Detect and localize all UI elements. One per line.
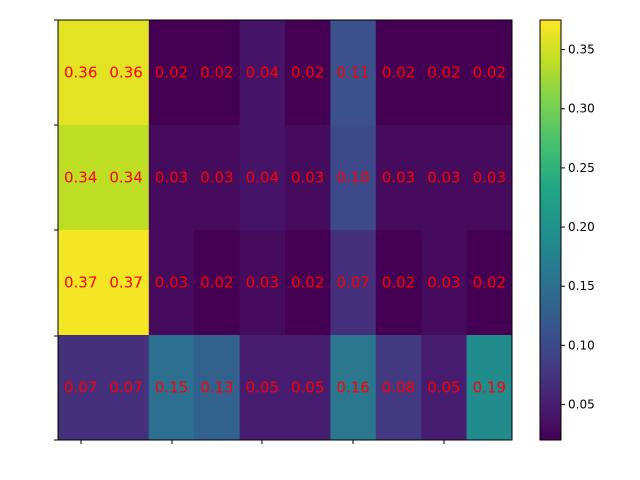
heatmap-cell (58, 230, 104, 336)
cell-value-label: 0.03 (382, 169, 415, 187)
colorbar-tick-label: 0.10 (568, 338, 595, 352)
heatmap-cell (239, 125, 286, 231)
heatmap-cell (421, 230, 468, 336)
heatmap-cell (58, 335, 104, 441)
cell-value-label: 0.11 (336, 64, 369, 82)
heatmap-cell (421, 335, 468, 441)
cell-value-label: 0.02 (473, 274, 506, 292)
heatmap-cell (103, 20, 150, 126)
cell-value-label: 0.04 (246, 169, 279, 187)
colorbar-tick-label: 0.20 (568, 220, 595, 234)
heatmap-cell (466, 230, 513, 336)
heatmap-cell (103, 230, 150, 336)
colorbar-ticks: 0.05 0.10 0.15 0.20 0.25 0.30 0.35 (561, 43, 595, 412)
cell-value-label: 0.03 (291, 169, 324, 187)
cell-value-label: 0.03 (427, 274, 460, 292)
cell-value-label: 0.02 (291, 64, 324, 82)
colorbar-tick-label: 0.25 (568, 161, 595, 175)
heatmap-cell (375, 125, 422, 231)
heatmap-cell (194, 335, 241, 441)
colorbar-tick-label: 0.35 (568, 43, 595, 57)
heatmap-cell (330, 125, 377, 231)
heatmap-cell (239, 20, 286, 126)
cell-value-label: 0.08 (382, 379, 415, 397)
heatmap-cell (58, 20, 104, 126)
cell-value-label: 0.02 (382, 64, 415, 82)
cell-value-label: 0.10 (336, 169, 369, 187)
heatmap-cell (103, 125, 150, 231)
heatmap-cell (194, 230, 241, 336)
cell-value-label: 0.03 (155, 169, 188, 187)
heatmap-cell (58, 125, 104, 231)
cell-value-label: 0.02 (427, 64, 460, 82)
heatmap-cell (375, 335, 422, 441)
cell-value-label: 0.03 (155, 274, 188, 292)
cell-value-label: 0.15 (155, 379, 188, 397)
heatmap-cell (466, 335, 513, 441)
heatmap-cell (330, 230, 377, 336)
cell-value-label: 0.37 (109, 274, 142, 292)
heatmap-cell (148, 125, 195, 231)
cell-value-label: 0.07 (64, 379, 97, 397)
heatmap-cell (466, 20, 513, 126)
heatmap-cell (239, 335, 286, 441)
colorbar-frame (539, 19, 562, 441)
axis-ticks (54, 19, 445, 444)
heatmap-cell (285, 125, 331, 231)
cell-value-label: 0.07 (336, 274, 369, 292)
heatmap-cell (239, 230, 286, 336)
heatmap-cell (103, 335, 150, 441)
heatmap-cell (330, 335, 377, 441)
heatmap-cell-labels: 0.36 0.36 0.02 0.02 0.04 0.02 0.11 0.02 0.02 0.02… (64, 64, 506, 397)
cell-value-label: 0.02 (291, 274, 324, 292)
heatmap-cell (148, 230, 195, 336)
cell-value-label: 0.05 (427, 379, 460, 397)
heatmap-cell (148, 335, 195, 441)
cell-value-label: 0.02 (200, 274, 233, 292)
cell-value-label: 0.03 (246, 274, 279, 292)
cell-value-label: 0.07 (109, 379, 142, 397)
heatmap-cell (375, 20, 422, 126)
colorbar-tick-label: 0.05 (568, 398, 595, 412)
heatmap-cell (421, 20, 468, 126)
heatmap-cell (375, 230, 422, 336)
cell-value-label: 0.13 (200, 379, 233, 397)
cell-value-label: 0.03 (473, 169, 506, 187)
cell-value-label: 0.02 (473, 64, 506, 82)
cell-value-label: 0.37 (64, 274, 97, 292)
cell-value-label: 0.03 (427, 169, 460, 187)
heatmap-cell (285, 20, 331, 126)
cell-value-label: 0.16 (336, 379, 369, 397)
heatmap-cell (466, 125, 513, 231)
heatmap-cell (285, 335, 331, 441)
cell-value-label: 0.02 (382, 274, 415, 292)
cell-value-label: 0.03 (200, 169, 233, 187)
colorbar-tick-label: 0.15 (568, 279, 595, 293)
cell-value-label: 0.36 (64, 64, 97, 82)
heatmap-cell (194, 125, 241, 231)
cell-value-label: 0.02 (200, 64, 233, 82)
cell-value-label: 0.36 (109, 64, 142, 82)
heatmap-cell (330, 20, 377, 126)
cell-value-label: 0.04 (246, 64, 279, 82)
cell-value-label: 0.19 (473, 379, 506, 397)
cell-value-label: 0.05 (246, 379, 279, 397)
heatmap-cell (148, 20, 195, 126)
heatmap-cell (285, 230, 331, 336)
cell-value-label: 0.34 (109, 169, 142, 187)
heatmap-cell (421, 125, 468, 231)
cell-value-label: 0.05 (291, 379, 324, 397)
heatmap-cell (194, 20, 241, 126)
heatmap-cells (58, 20, 513, 441)
cell-value-label: 0.02 (155, 64, 188, 82)
colorbar (540, 20, 561, 440)
cell-value-label: 0.34 (64, 169, 97, 187)
colorbar-tick-label: 0.30 (568, 102, 595, 116)
